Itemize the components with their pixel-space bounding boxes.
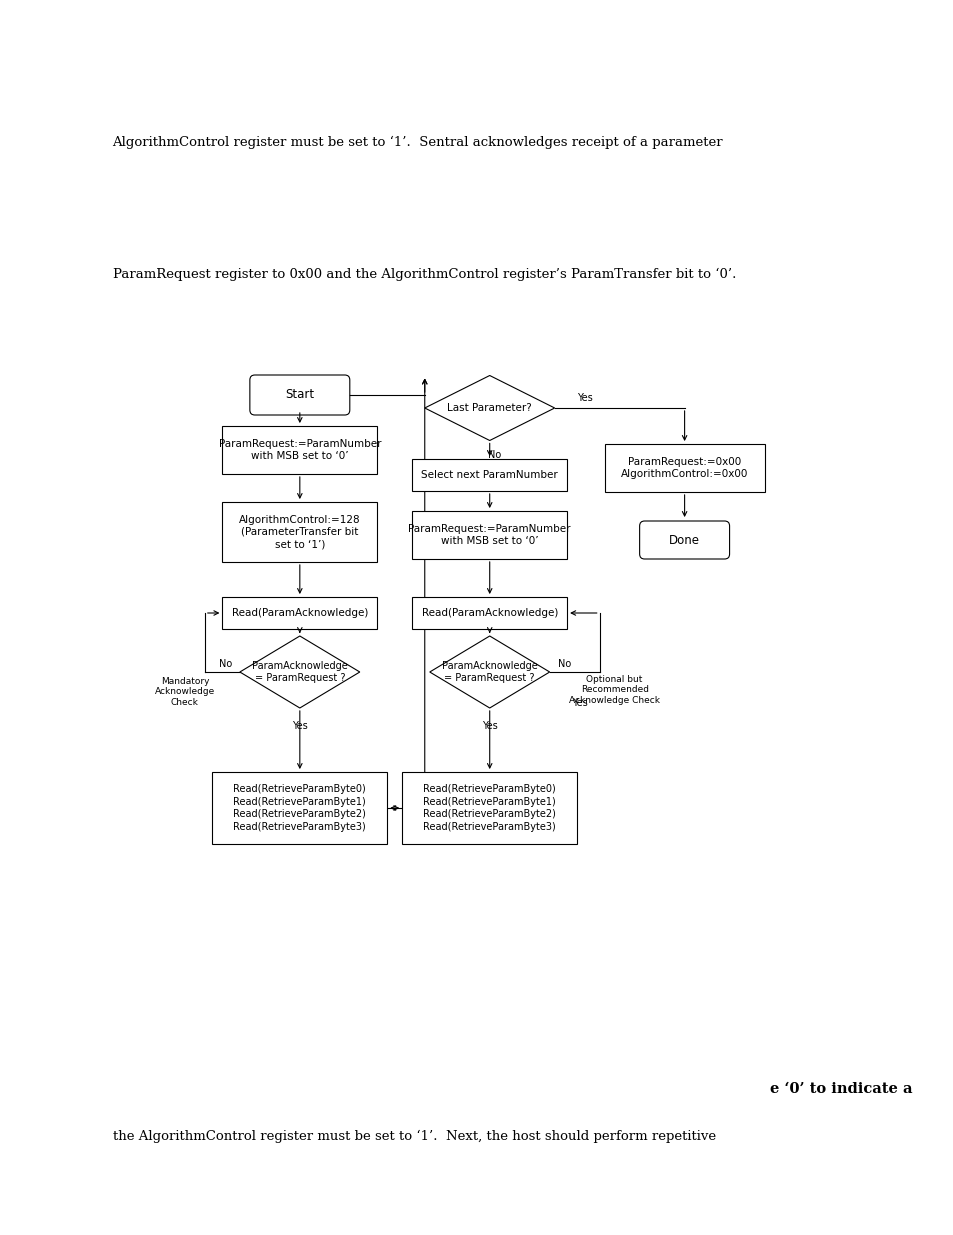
FancyBboxPatch shape <box>222 426 376 474</box>
Text: e ‘0’ to indicate a: e ‘0’ to indicate a <box>770 1082 912 1097</box>
Text: Read(ParamAcknowledge): Read(ParamAcknowledge) <box>232 608 368 618</box>
Text: ParamRequest:=ParamNumber
with MSB set to ‘0’: ParamRequest:=ParamNumber with MSB set t… <box>408 524 571 546</box>
Polygon shape <box>239 636 359 708</box>
Text: Mandatory
Acknowledge
Check: Mandatory Acknowledge Check <box>154 677 214 706</box>
FancyBboxPatch shape <box>250 375 350 415</box>
Text: ParamRequest:=ParamNumber
with MSB set to ‘0’: ParamRequest:=ParamNumber with MSB set t… <box>218 438 380 461</box>
Polygon shape <box>424 375 554 441</box>
Text: Start: Start <box>285 389 314 401</box>
FancyBboxPatch shape <box>412 511 567 559</box>
Text: Done: Done <box>668 534 700 547</box>
Text: Optional but
Recommended
Acknowledge Check: Optional but Recommended Acknowledge Che… <box>569 676 659 705</box>
FancyBboxPatch shape <box>222 597 376 629</box>
Text: Yes: Yes <box>481 721 497 731</box>
Text: ParamRequest register to 0x00 and the AlgorithmControl register’s ParamTransfer : ParamRequest register to 0x00 and the Al… <box>112 268 735 280</box>
FancyBboxPatch shape <box>639 521 729 559</box>
FancyBboxPatch shape <box>604 445 763 492</box>
Text: No: No <box>218 659 232 669</box>
Text: Read(ParamAcknowledge): Read(ParamAcknowledge) <box>421 608 558 618</box>
Text: No: No <box>488 450 501 459</box>
Text: Yes: Yes <box>571 698 587 708</box>
Polygon shape <box>429 636 549 708</box>
FancyBboxPatch shape <box>213 772 387 844</box>
FancyBboxPatch shape <box>402 772 577 844</box>
FancyBboxPatch shape <box>222 501 376 562</box>
FancyBboxPatch shape <box>412 597 567 629</box>
Text: the AlgorithmControl register must be set to ‘1’.  Next, the host should perform: the AlgorithmControl register must be se… <box>112 1130 715 1142</box>
Text: Read(RetrieveParamByte0)
Read(RetrieveParamByte1)
Read(RetrieveParamByte2)
Read(: Read(RetrieveParamByte0) Read(RetrievePa… <box>233 784 366 831</box>
Text: AlgorithmControl register must be set to ‘1’.  Sentral acknowledges receipt of a: AlgorithmControl register must be set to… <box>112 136 722 148</box>
Text: Select next ParamNumber: Select next ParamNumber <box>421 471 558 480</box>
FancyBboxPatch shape <box>412 459 567 492</box>
Text: ParamAcknowledge
= ParamRequest ?: ParamAcknowledge = ParamRequest ? <box>252 661 347 683</box>
Text: ParamAcknowledge
= ParamRequest ?: ParamAcknowledge = ParamRequest ? <box>441 661 537 683</box>
Text: ParamRequest:=0x00
AlgorithmControl:=0x00: ParamRequest:=0x00 AlgorithmControl:=0x0… <box>620 457 747 479</box>
Text: Read(RetrieveParamByte0)
Read(RetrieveParamByte1)
Read(RetrieveParamByte2)
Read(: Read(RetrieveParamByte0) Read(RetrievePa… <box>423 784 556 831</box>
Text: Yes: Yes <box>577 393 592 403</box>
Text: Last Parameter?: Last Parameter? <box>447 403 532 412</box>
Text: No: No <box>558 659 570 669</box>
Text: AlgorithmControl:=128
(ParameterTransfer bit
set to ‘1’): AlgorithmControl:=128 (ParameterTransfer… <box>239 515 360 550</box>
Text: Yes: Yes <box>292 721 308 731</box>
